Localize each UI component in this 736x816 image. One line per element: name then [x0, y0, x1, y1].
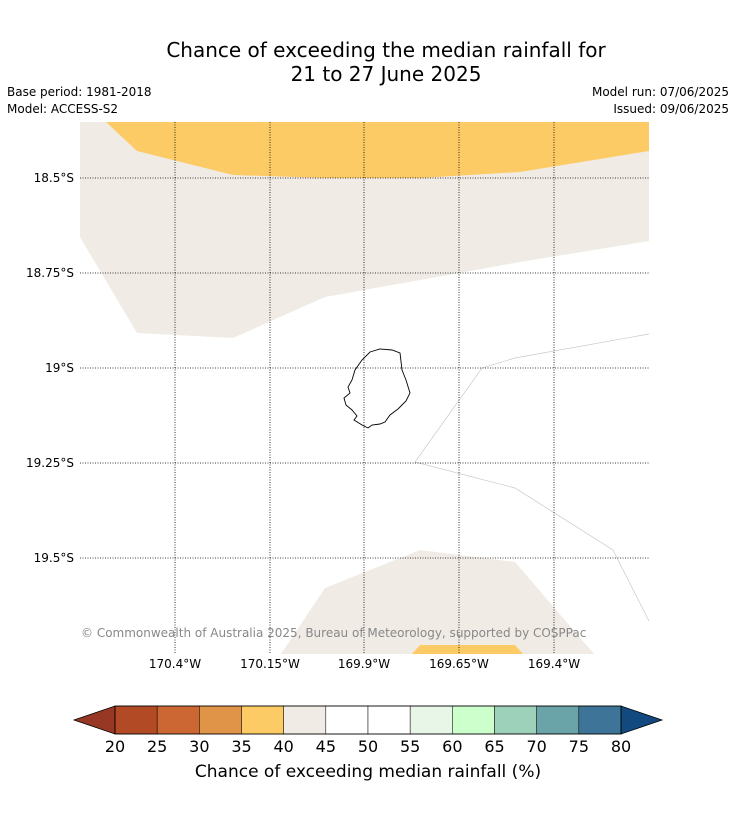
colorbar-under-arrow	[72, 705, 116, 735]
colorbar-cell-50-55	[367, 705, 411, 735]
colorbar-tick-35: 35	[231, 737, 252, 756]
lon-label-169-9: 169.9°W	[337, 657, 391, 671]
lat-label-18-75: 18.75°S	[26, 266, 74, 280]
colorbar-tick-25: 25	[146, 737, 168, 756]
colorbar-tick-65: 65	[484, 737, 505, 756]
lon-label-170-4: 170.4°W	[148, 657, 202, 671]
colorbar-tick-45: 45	[315, 737, 336, 756]
colorbar-cell-35-40	[241, 705, 284, 735]
colorbar-cell-25-30	[156, 705, 200, 735]
band-40-45-north	[80, 122, 649, 338]
colorbar-tick-55: 55	[399, 737, 421, 756]
colorbar	[72, 705, 664, 735]
issued-date: Issued: 09/06/2025	[613, 102, 729, 116]
colorbar-tick-80: 80	[610, 737, 632, 756]
lon-label-170-15: 170.15°W	[240, 657, 300, 671]
colorbar-tick-20: 20	[104, 737, 126, 756]
title-line-2: 21 to 27 June 2025	[290, 62, 482, 86]
colorbar-cell-60-65	[452, 705, 495, 735]
eez-boundary-line	[414, 333, 650, 622]
colorbar-tick-40: 40	[273, 737, 294, 756]
colorbar-cell-20-25	[114, 705, 158, 735]
colorbar-tick-60: 60	[442, 737, 463, 756]
colorbar-cell-75-80	[578, 705, 622, 735]
colorbar-cell-45-50	[325, 705, 369, 735]
colorbar-cell-30-35	[199, 705, 242, 735]
band-35-40-south	[412, 645, 523, 654]
band-35-40-north	[106, 122, 649, 178]
copyright-notice: © Commonwealth of Australia 2025, Bureau…	[81, 626, 587, 640]
colorbar-cell-40-45	[283, 705, 327, 735]
colorbar-cell-55-60	[409, 705, 453, 735]
map-area	[80, 122, 650, 654]
island-coastline	[343, 348, 411, 429]
colorbar-cell-70-75	[536, 705, 580, 735]
colorbar-cell-65-70	[494, 705, 537, 735]
map-title: Chance of exceeding the median rainfall …	[0, 38, 736, 86]
colorbar-tick-50: 50	[357, 737, 379, 756]
lat-label-19: 19°S	[45, 361, 74, 375]
colorbar-label: Chance of exceeding median rainfall (%)	[194, 762, 542, 782]
colorbar-outline	[114, 705, 622, 735]
colorbar-tick-70: 70	[526, 737, 547, 756]
base-period: Base period: 1981-2018	[7, 85, 152, 99]
colorbar-tick-30: 30	[189, 737, 210, 756]
meta-left: Base period: 1981-2018 Model: ACCESS-S2	[7, 84, 152, 118]
lon-label-169-65: 169.65°W	[429, 657, 489, 671]
longitude-gridlines	[174, 122, 555, 654]
title-line-1: Chance of exceeding the median rainfall …	[166, 38, 606, 62]
model-run: Model run: 07/06/2025	[591, 85, 729, 99]
band-40-45-south	[281, 550, 594, 654]
meta-right: Model run: 07/06/2025 Issued: 09/06/2025	[592, 84, 729, 118]
lat-label-19-25: 19.25°S	[26, 456, 74, 470]
lon-label-169-4: 169.4°W	[527, 657, 581, 671]
lat-label-18-5: 18.5°S	[33, 171, 74, 185]
colorbar-tick-75: 75	[568, 737, 589, 756]
model-name: Model: ACCESS-S2	[7, 102, 119, 116]
lat-label-19-5: 19.5°S	[33, 551, 74, 565]
colorbar-over-arrow	[620, 705, 664, 735]
